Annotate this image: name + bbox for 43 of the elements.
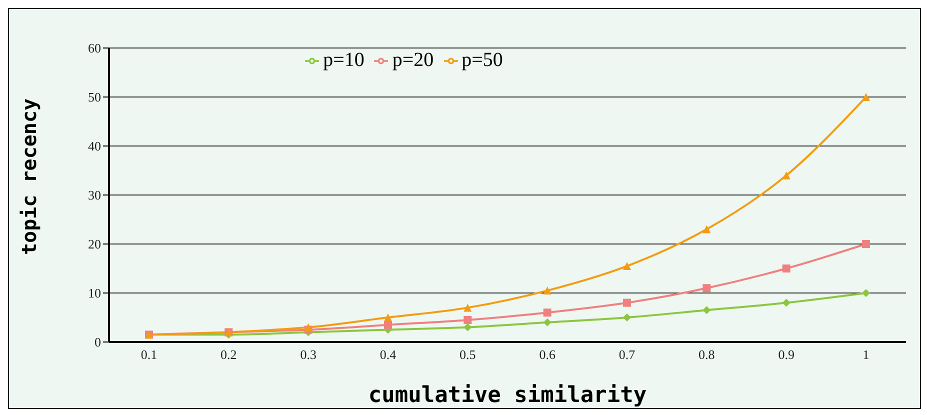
x-tick-label: 1 — [862, 347, 870, 362]
x-tick-label: 0.7 — [618, 347, 636, 362]
point — [623, 314, 631, 322]
point — [384, 314, 392, 322]
x-tick-label: 0.9 — [778, 347, 794, 362]
point — [464, 323, 472, 332]
point — [543, 286, 552, 295]
legend-label: p=50 — [462, 49, 503, 71]
y-tick-label: 20 — [88, 236, 101, 252]
x-tick-label: 0.3 — [300, 347, 316, 362]
point — [862, 289, 870, 297]
point — [623, 298, 631, 307]
point — [304, 323, 312, 332]
point — [702, 284, 711, 292]
x-tick-label: 0.4 — [380, 347, 397, 362]
point — [384, 320, 392, 329]
x-axis-title: cumulative similarity — [368, 383, 647, 408]
point — [782, 171, 790, 180]
x-tick-label: 0.1 — [140, 347, 158, 362]
point — [782, 298, 790, 307]
legend-label: p=20 — [392, 49, 434, 71]
y-tick-label: 60 — [88, 40, 101, 56]
x-tick-label: 0.8 — [698, 347, 715, 362]
point — [623, 262, 631, 270]
point — [862, 93, 870, 101]
x-tick-label: 0.6 — [539, 347, 556, 362]
y-tick-label: 0 — [94, 334, 101, 350]
point — [543, 308, 552, 317]
y-axis-title: topic recency — [17, 98, 42, 255]
x-tick-label: 0.2 — [220, 347, 237, 362]
y-tick-label: 30 — [88, 188, 101, 203]
y-tick-label: 10 — [88, 286, 101, 301]
point — [702, 225, 711, 234]
point — [543, 318, 552, 326]
point — [464, 304, 472, 312]
legend-label: p=10 — [323, 49, 364, 71]
point — [702, 306, 711, 314]
y-tick-label: 50 — [88, 90, 101, 105]
point — [862, 240, 870, 248]
x-tick-label: 0.5 — [460, 347, 476, 362]
point — [782, 264, 790, 272]
point — [464, 316, 472, 324]
y-tick-label: 40 — [88, 138, 101, 154]
